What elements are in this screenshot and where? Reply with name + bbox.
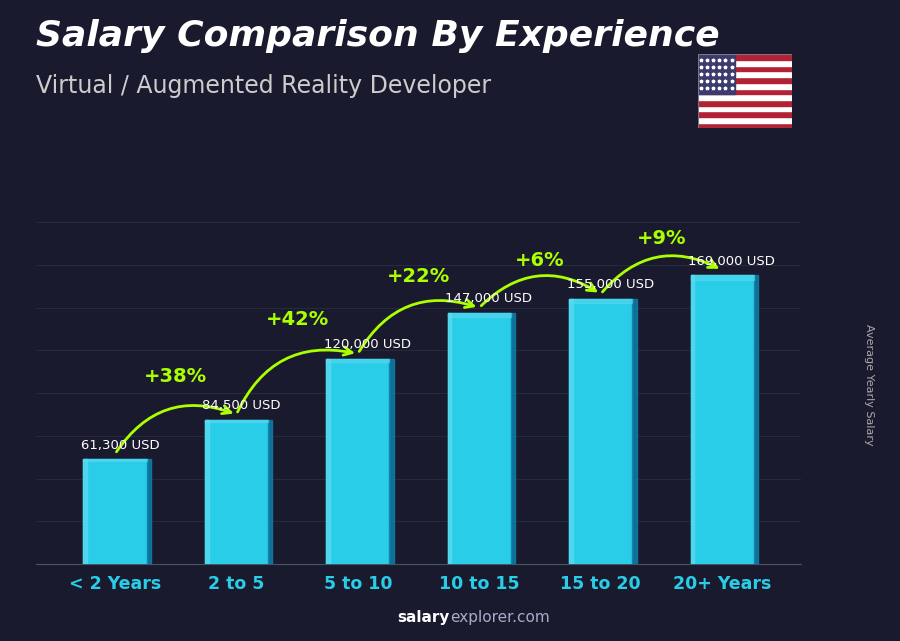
Bar: [326, 359, 390, 362]
Text: explorer.com: explorer.com: [450, 610, 550, 625]
Bar: [698, 100, 792, 106]
Bar: [447, 313, 511, 317]
Bar: [690, 275, 694, 564]
Bar: [205, 420, 268, 564]
Text: +6%: +6%: [515, 251, 564, 270]
Text: 147,000 USD: 147,000 USD: [446, 292, 532, 305]
Bar: [569, 299, 632, 303]
Text: +42%: +42%: [266, 310, 328, 329]
Bar: [698, 122, 792, 128]
Bar: [698, 54, 735, 94]
Bar: [569, 299, 573, 564]
Text: 155,000 USD: 155,000 USD: [567, 278, 653, 292]
Bar: [390, 359, 394, 564]
Text: 84,500 USD: 84,500 USD: [202, 399, 281, 412]
Text: +22%: +22%: [387, 267, 450, 287]
Text: salary: salary: [398, 610, 450, 625]
Text: Salary Comparison By Experience: Salary Comparison By Experience: [36, 19, 720, 53]
Text: 169,000 USD: 169,000 USD: [688, 254, 775, 267]
Bar: [698, 88, 792, 94]
Bar: [690, 275, 753, 564]
Bar: [326, 359, 330, 564]
Bar: [698, 111, 792, 117]
Bar: [447, 313, 452, 564]
Bar: [698, 66, 792, 72]
Bar: [84, 460, 87, 564]
Bar: [632, 299, 636, 564]
Text: +38%: +38%: [144, 367, 207, 387]
Bar: [147, 460, 151, 564]
Text: Average Yearly Salary: Average Yearly Salary: [863, 324, 874, 445]
Text: Virtual / Augmented Reality Developer: Virtual / Augmented Reality Developer: [36, 74, 491, 97]
Bar: [511, 313, 515, 564]
Bar: [698, 94, 792, 100]
Bar: [205, 420, 268, 422]
Bar: [698, 106, 792, 111]
Text: +9%: +9%: [636, 229, 686, 248]
Bar: [690, 275, 753, 279]
Bar: [268, 420, 273, 564]
Bar: [447, 313, 511, 564]
Bar: [698, 60, 792, 66]
Bar: [698, 54, 792, 60]
Bar: [698, 72, 792, 77]
Bar: [698, 83, 792, 88]
Text: 120,000 USD: 120,000 USD: [324, 338, 410, 351]
Bar: [84, 460, 147, 461]
Bar: [84, 460, 147, 564]
Text: 61,300 USD: 61,300 USD: [81, 438, 159, 452]
Bar: [205, 420, 209, 564]
Bar: [326, 359, 390, 564]
Bar: [698, 77, 792, 83]
Bar: [569, 299, 632, 564]
Bar: [753, 275, 758, 564]
Bar: [698, 117, 792, 122]
